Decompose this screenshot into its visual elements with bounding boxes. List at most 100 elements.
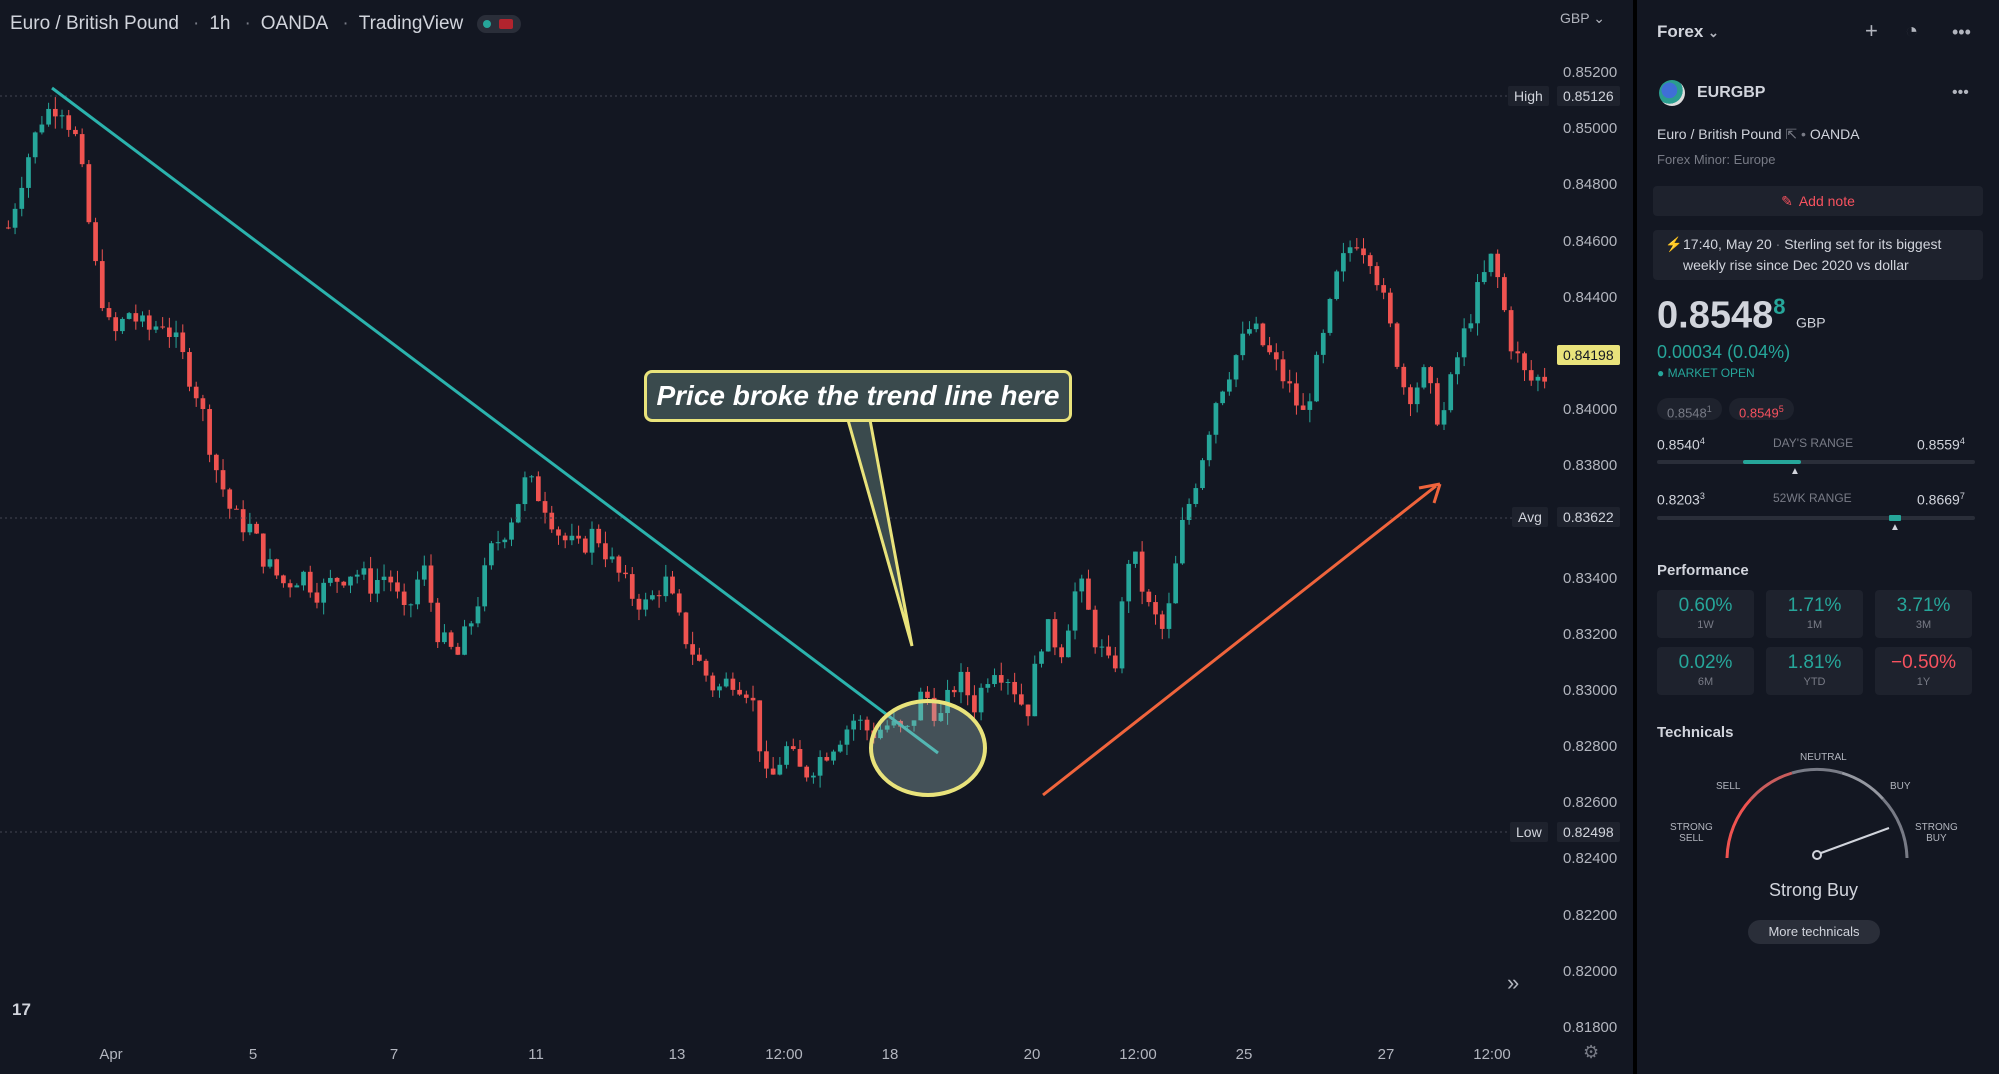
candle-down — [636, 598, 642, 610]
candle-up — [777, 764, 783, 775]
candle-up — [1065, 630, 1071, 658]
candle-up — [1481, 272, 1487, 283]
performance-cell[interactable]: 1.71% 1M — [1766, 590, 1863, 638]
day-range-fill — [1743, 460, 1801, 464]
symbol-description[interactable]: Euro / British Pound — [1657, 126, 1782, 142]
watchlist-selector[interactable]: Forex ⌄ — [1657, 22, 1719, 42]
performance-cell[interactable]: 1.81% YTD — [1766, 647, 1863, 695]
candle-up — [354, 574, 360, 577]
candle-up — [529, 476, 534, 478]
scroll-to-realtime-button[interactable]: » — [1507, 970, 1520, 995]
pane-divider[interactable] — [1633, 0, 1637, 1074]
candle-up — [301, 571, 306, 586]
candle-up — [1247, 329, 1252, 334]
more-icon[interactable]: ••• — [1952, 22, 1971, 42]
week52-range-bar — [1657, 515, 1975, 521]
candle-down — [603, 543, 608, 560]
candle-up — [837, 744, 843, 752]
uptrend-arrow — [1042, 484, 1437, 797]
candle-down — [106, 308, 112, 318]
candle-up — [374, 580, 380, 594]
candle-up — [348, 576, 353, 586]
bid-main: 0.8548 — [1667, 405, 1707, 421]
gauge-needle — [1820, 827, 1890, 854]
candle-down — [690, 644, 695, 655]
price-tick-label: 0.82400 — [1563, 850, 1618, 868]
interval[interactable]: 1h — [209, 13, 231, 34]
candle-up — [1468, 323, 1474, 329]
symbol-category[interactable]: Forex Minor: Europe — [1657, 152, 1776, 167]
candle-down — [1408, 387, 1413, 405]
candle-up — [361, 568, 367, 575]
currency-select[interactable]: GBP ⌄ — [1560, 10, 1605, 27]
candle-down — [1280, 359, 1286, 382]
candle-up — [978, 687, 984, 713]
candle-down — [676, 593, 682, 613]
candle-down — [951, 689, 957, 693]
candle-down — [1287, 381, 1293, 384]
uptrend-arrowhead — [1418, 482, 1442, 504]
technicals-gauge[interactable] — [1697, 748, 1937, 868]
candle-up — [495, 542, 501, 544]
candle-up — [1461, 328, 1467, 358]
price-tick-label: 0.83800 — [1563, 457, 1618, 475]
candle-up — [1253, 323, 1259, 330]
more-technicals-button[interactable]: More technicals — [1748, 920, 1880, 944]
candle-down — [1502, 277, 1507, 311]
candle-down — [334, 577, 340, 582]
candle-up — [992, 675, 997, 685]
symbol-name[interactable]: Euro / British Pound — [10, 13, 179, 34]
candle-up — [1233, 355, 1239, 380]
candle-down — [260, 533, 266, 567]
symbol-ticker[interactable]: EURGBP — [1697, 84, 1766, 101]
performance-cell[interactable]: −0.50% 1Y — [1875, 647, 1972, 695]
candle-down — [86, 164, 92, 223]
candle-up — [120, 318, 125, 332]
candle-up — [1475, 282, 1480, 324]
candle-down — [556, 529, 561, 536]
wk-high-super: 7 — [1959, 491, 1965, 501]
high-label: High — [1508, 86, 1549, 106]
chart-header: Euro / British Pound · 1h · OANDA · Trad… — [10, 13, 535, 35]
performance-cell[interactable]: 0.60% 1W — [1657, 590, 1754, 638]
market-status-toggle[interactable] — [477, 15, 522, 33]
external-link-icon[interactable]: ⇱ — [1785, 126, 1798, 142]
low-label: Low — [1510, 822, 1548, 842]
chart-pane[interactable]: Euro / British Pound · 1h · OANDA · Trad… — [0, 0, 1633, 1074]
candle-down — [395, 582, 400, 592]
plus-icon[interactable]: + — [1865, 18, 1878, 43]
performance-cell[interactable]: 0.02% 6M — [1657, 647, 1754, 695]
candle-down — [281, 575, 286, 584]
candle-up — [267, 559, 273, 567]
candle-down — [683, 612, 689, 645]
candle-up — [468, 623, 474, 627]
news-line-2: weekly rise since Dec 2020 vs dollar — [1683, 257, 1909, 273]
candle-down — [1019, 694, 1024, 705]
market-status-label: MARKET OPEN — [1667, 366, 1755, 380]
candle-up — [904, 725, 910, 727]
strong-buy-line2: BUY — [1926, 833, 1947, 844]
symbol-more-icon[interactable]: ••• — [1952, 84, 1969, 101]
candle-down — [864, 719, 870, 731]
price-chart[interactable] — [0, 0, 1633, 1074]
gear-icon[interactable]: ⚙ — [1583, 1042, 1600, 1062]
tradingview-logo[interactable]: 17 — [12, 1000, 31, 1019]
candle-down — [1273, 352, 1279, 360]
chevron-down-icon: ⌄ — [1708, 25, 1719, 40]
candle-down — [93, 222, 98, 262]
add-note-button[interactable]: ✎ Add note — [1653, 186, 1983, 216]
callout-box: Price broke the trend line here — [644, 370, 1072, 422]
pie-chart-icon[interactable]: ◔ — [1905, 18, 1919, 43]
time-tick-label: 7 — [389, 1046, 399, 1063]
candle-down — [972, 695, 977, 713]
candle-down — [1401, 366, 1407, 388]
candle-up — [1448, 374, 1454, 411]
candle-down — [743, 694, 749, 698]
candle-down — [6, 227, 11, 229]
news-item[interactable]: ⚡ 17:40, May 20 · Sterling set for its b… — [1653, 230, 1983, 280]
candle-up — [1173, 563, 1179, 604]
performance-cell[interactable]: 3.71% 3M — [1875, 590, 1972, 638]
candle-up — [817, 757, 823, 776]
candle-up — [462, 626, 467, 655]
candle-up — [46, 108, 51, 125]
